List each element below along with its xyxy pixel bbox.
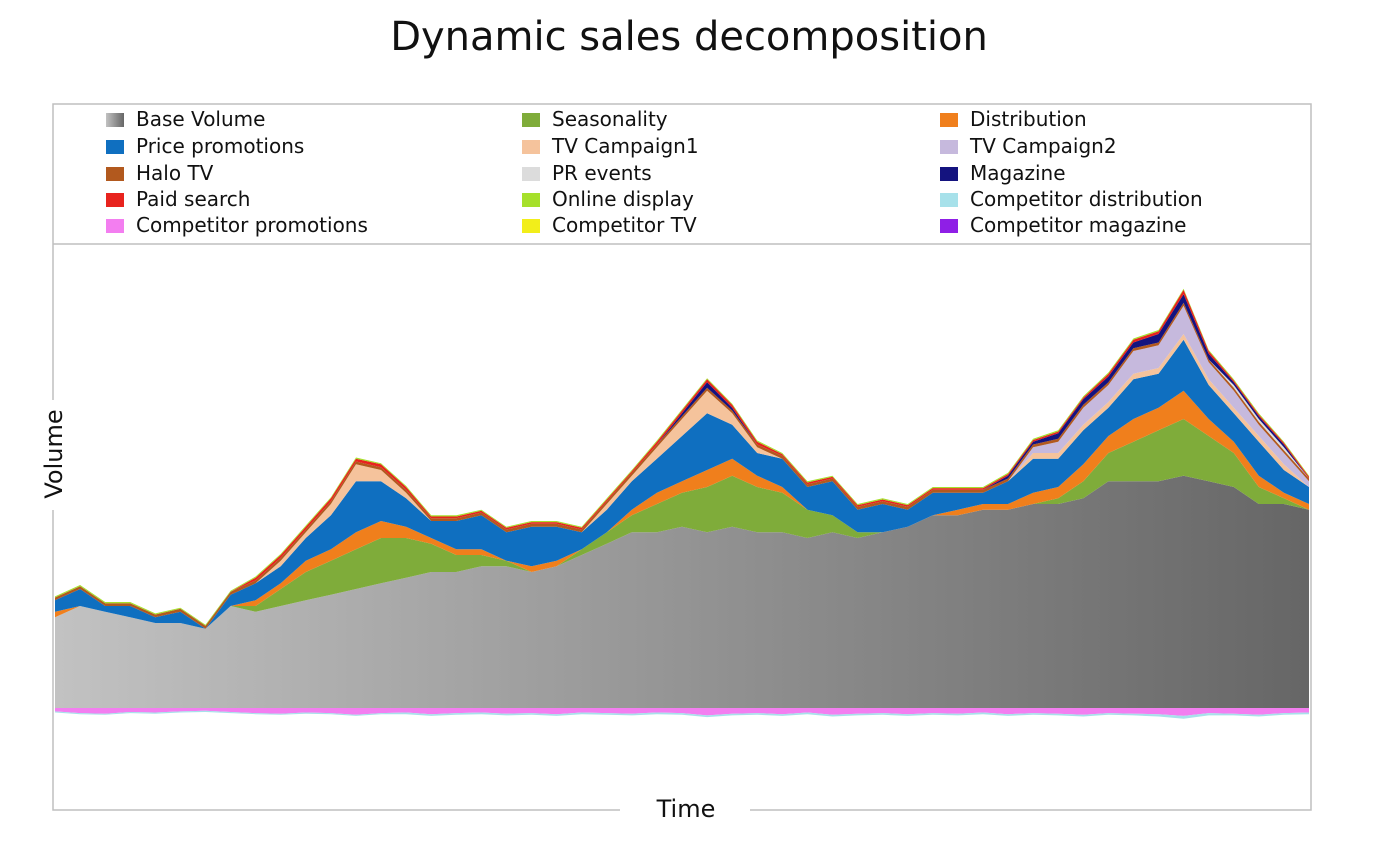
legend-item: Online display [522,187,694,211]
legend-swatch [522,193,540,207]
legend-label: Competitor TV [552,213,697,237]
legend-label: Halo TV [136,161,214,185]
legend-item: Competitor magazine [940,213,1186,237]
xlabel-bg [620,795,750,825]
legend-item: Halo TV [106,161,214,185]
legend-label: Online display [552,187,694,211]
x-axis-label: Time [656,795,716,823]
legend-swatch [106,193,124,207]
y-axis-label: Volume [40,409,68,498]
legend-item: Price promotions [106,134,304,158]
chart-title: Dynamic sales decomposition [390,14,988,60]
legend-label: Competitor promotions [136,213,368,237]
legend-swatch [106,167,124,181]
legend-item: Competitor distribution [940,187,1203,211]
legend-swatch [106,219,124,233]
area-base-volume [55,475,1309,708]
area-competitor-distribution [55,710,1309,719]
legend-label: Paid search [136,187,250,211]
legend-swatch [940,193,958,207]
ylabel-bg [36,400,70,510]
legend-label: Price promotions [136,134,304,158]
legend-swatch [940,219,958,233]
legend-label: Seasonality [552,107,668,131]
legend-item: Competitor TV [522,213,697,237]
legend-swatch [106,140,124,154]
area-seasonality [55,419,1309,629]
legend-label: Distribution [970,107,1087,131]
legend-swatch [940,140,958,154]
legend-swatch [522,140,540,154]
legend-label: Competitor distribution [970,187,1203,211]
area-series [55,288,1309,719]
legend-label: Magazine [970,161,1066,185]
legend-swatch [522,219,540,233]
legend-label: Base Volume [136,107,265,131]
legend-label: TV Campaign2 [969,134,1117,158]
legend-label: Competitor magazine [970,213,1186,237]
legend-item: Seasonality [522,107,668,131]
legend-item: Competitor promotions [106,213,368,237]
legend-label: TV Campaign1 [551,134,699,158]
area-price-promotions [55,339,1309,629]
legend-item: Magazine [940,161,1066,185]
area-distribution [55,390,1309,629]
legend-item: Base Volume [106,107,265,131]
area-competitor-promotions [55,708,1309,716]
legend-item: TV Campaign1 [522,134,699,158]
legend-swatch [522,113,540,127]
legend-label: PR events [552,161,652,185]
legend-item: TV Campaign2 [940,134,1117,158]
legend-item: Paid search [106,187,250,211]
legend-swatch [940,167,958,181]
legend-swatch [940,113,958,127]
legend-swatch [522,167,540,181]
legend-swatch [106,113,124,127]
legend-item: PR events [522,161,652,185]
legend-item: Distribution [940,107,1087,131]
